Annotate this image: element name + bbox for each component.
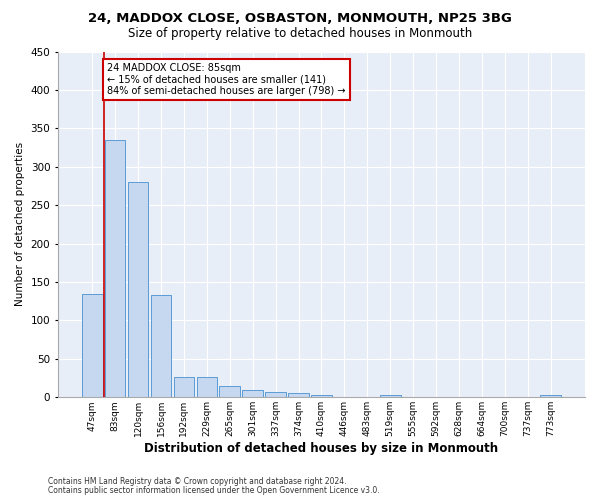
Y-axis label: Number of detached properties: Number of detached properties xyxy=(15,142,25,306)
Bar xyxy=(265,392,286,398)
Text: Contains public sector information licensed under the Open Government Licence v3: Contains public sector information licen… xyxy=(48,486,380,495)
Bar xyxy=(288,394,309,398)
Bar xyxy=(128,182,148,398)
Text: 24, MADDOX CLOSE, OSBASTON, MONMOUTH, NP25 3BG: 24, MADDOX CLOSE, OSBASTON, MONMOUTH, NP… xyxy=(88,12,512,26)
Bar xyxy=(380,395,401,398)
Bar xyxy=(82,294,103,398)
Bar xyxy=(541,395,561,398)
Text: 24 MADDOX CLOSE: 85sqm
← 15% of detached houses are smaller (141)
84% of semi-de: 24 MADDOX CLOSE: 85sqm ← 15% of detached… xyxy=(107,63,346,96)
Bar xyxy=(242,390,263,398)
Bar xyxy=(197,378,217,398)
Bar xyxy=(105,140,125,398)
Bar xyxy=(220,386,240,398)
Bar xyxy=(151,295,172,398)
Text: Size of property relative to detached houses in Monmouth: Size of property relative to detached ho… xyxy=(128,28,472,40)
Text: Contains HM Land Registry data © Crown copyright and database right 2024.: Contains HM Land Registry data © Crown c… xyxy=(48,477,347,486)
X-axis label: Distribution of detached houses by size in Monmouth: Distribution of detached houses by size … xyxy=(145,442,499,455)
Bar xyxy=(173,378,194,398)
Bar xyxy=(311,395,332,398)
